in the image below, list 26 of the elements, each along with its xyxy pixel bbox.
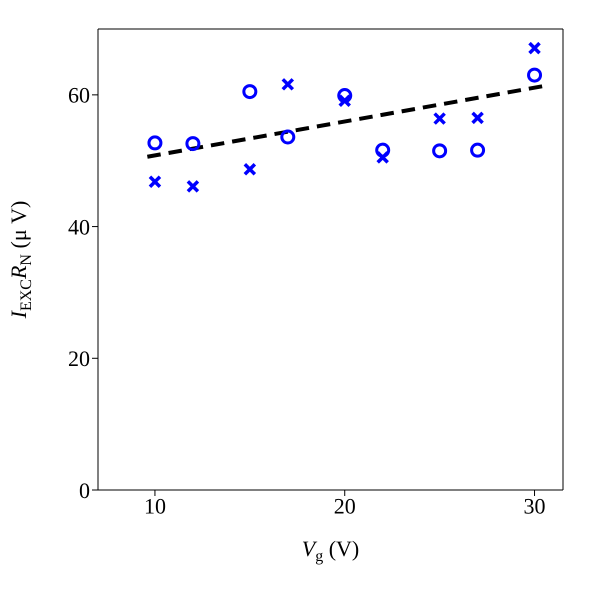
point (376, 150, 390, 164)
point (148, 175, 162, 189)
point (470, 111, 484, 125)
point (470, 142, 486, 158)
point (432, 143, 448, 158)
point (281, 78, 295, 92)
point (528, 41, 542, 55)
x-axis-title: V$_{g}$ (V) (302, 536, 360, 565)
point (337, 88, 352, 104)
y-tick-label: 60 (68, 82, 90, 108)
y-tick-label: 0 (79, 478, 90, 503)
point (242, 84, 258, 100)
x-tick-label: 30 (524, 494, 546, 519)
point (280, 130, 296, 145)
point (243, 162, 257, 176)
point (185, 136, 200, 152)
point (186, 180, 200, 194)
point (338, 94, 352, 108)
y-tick-label: 40 (68, 214, 90, 240)
x-tick-label: 10 (144, 494, 166, 519)
y-tick-label: 20 (68, 346, 90, 372)
point (147, 135, 162, 150)
point (432, 112, 446, 126)
point (527, 68, 542, 83)
point (375, 142, 390, 158)
x-tick-label: 20 (334, 494, 356, 519)
